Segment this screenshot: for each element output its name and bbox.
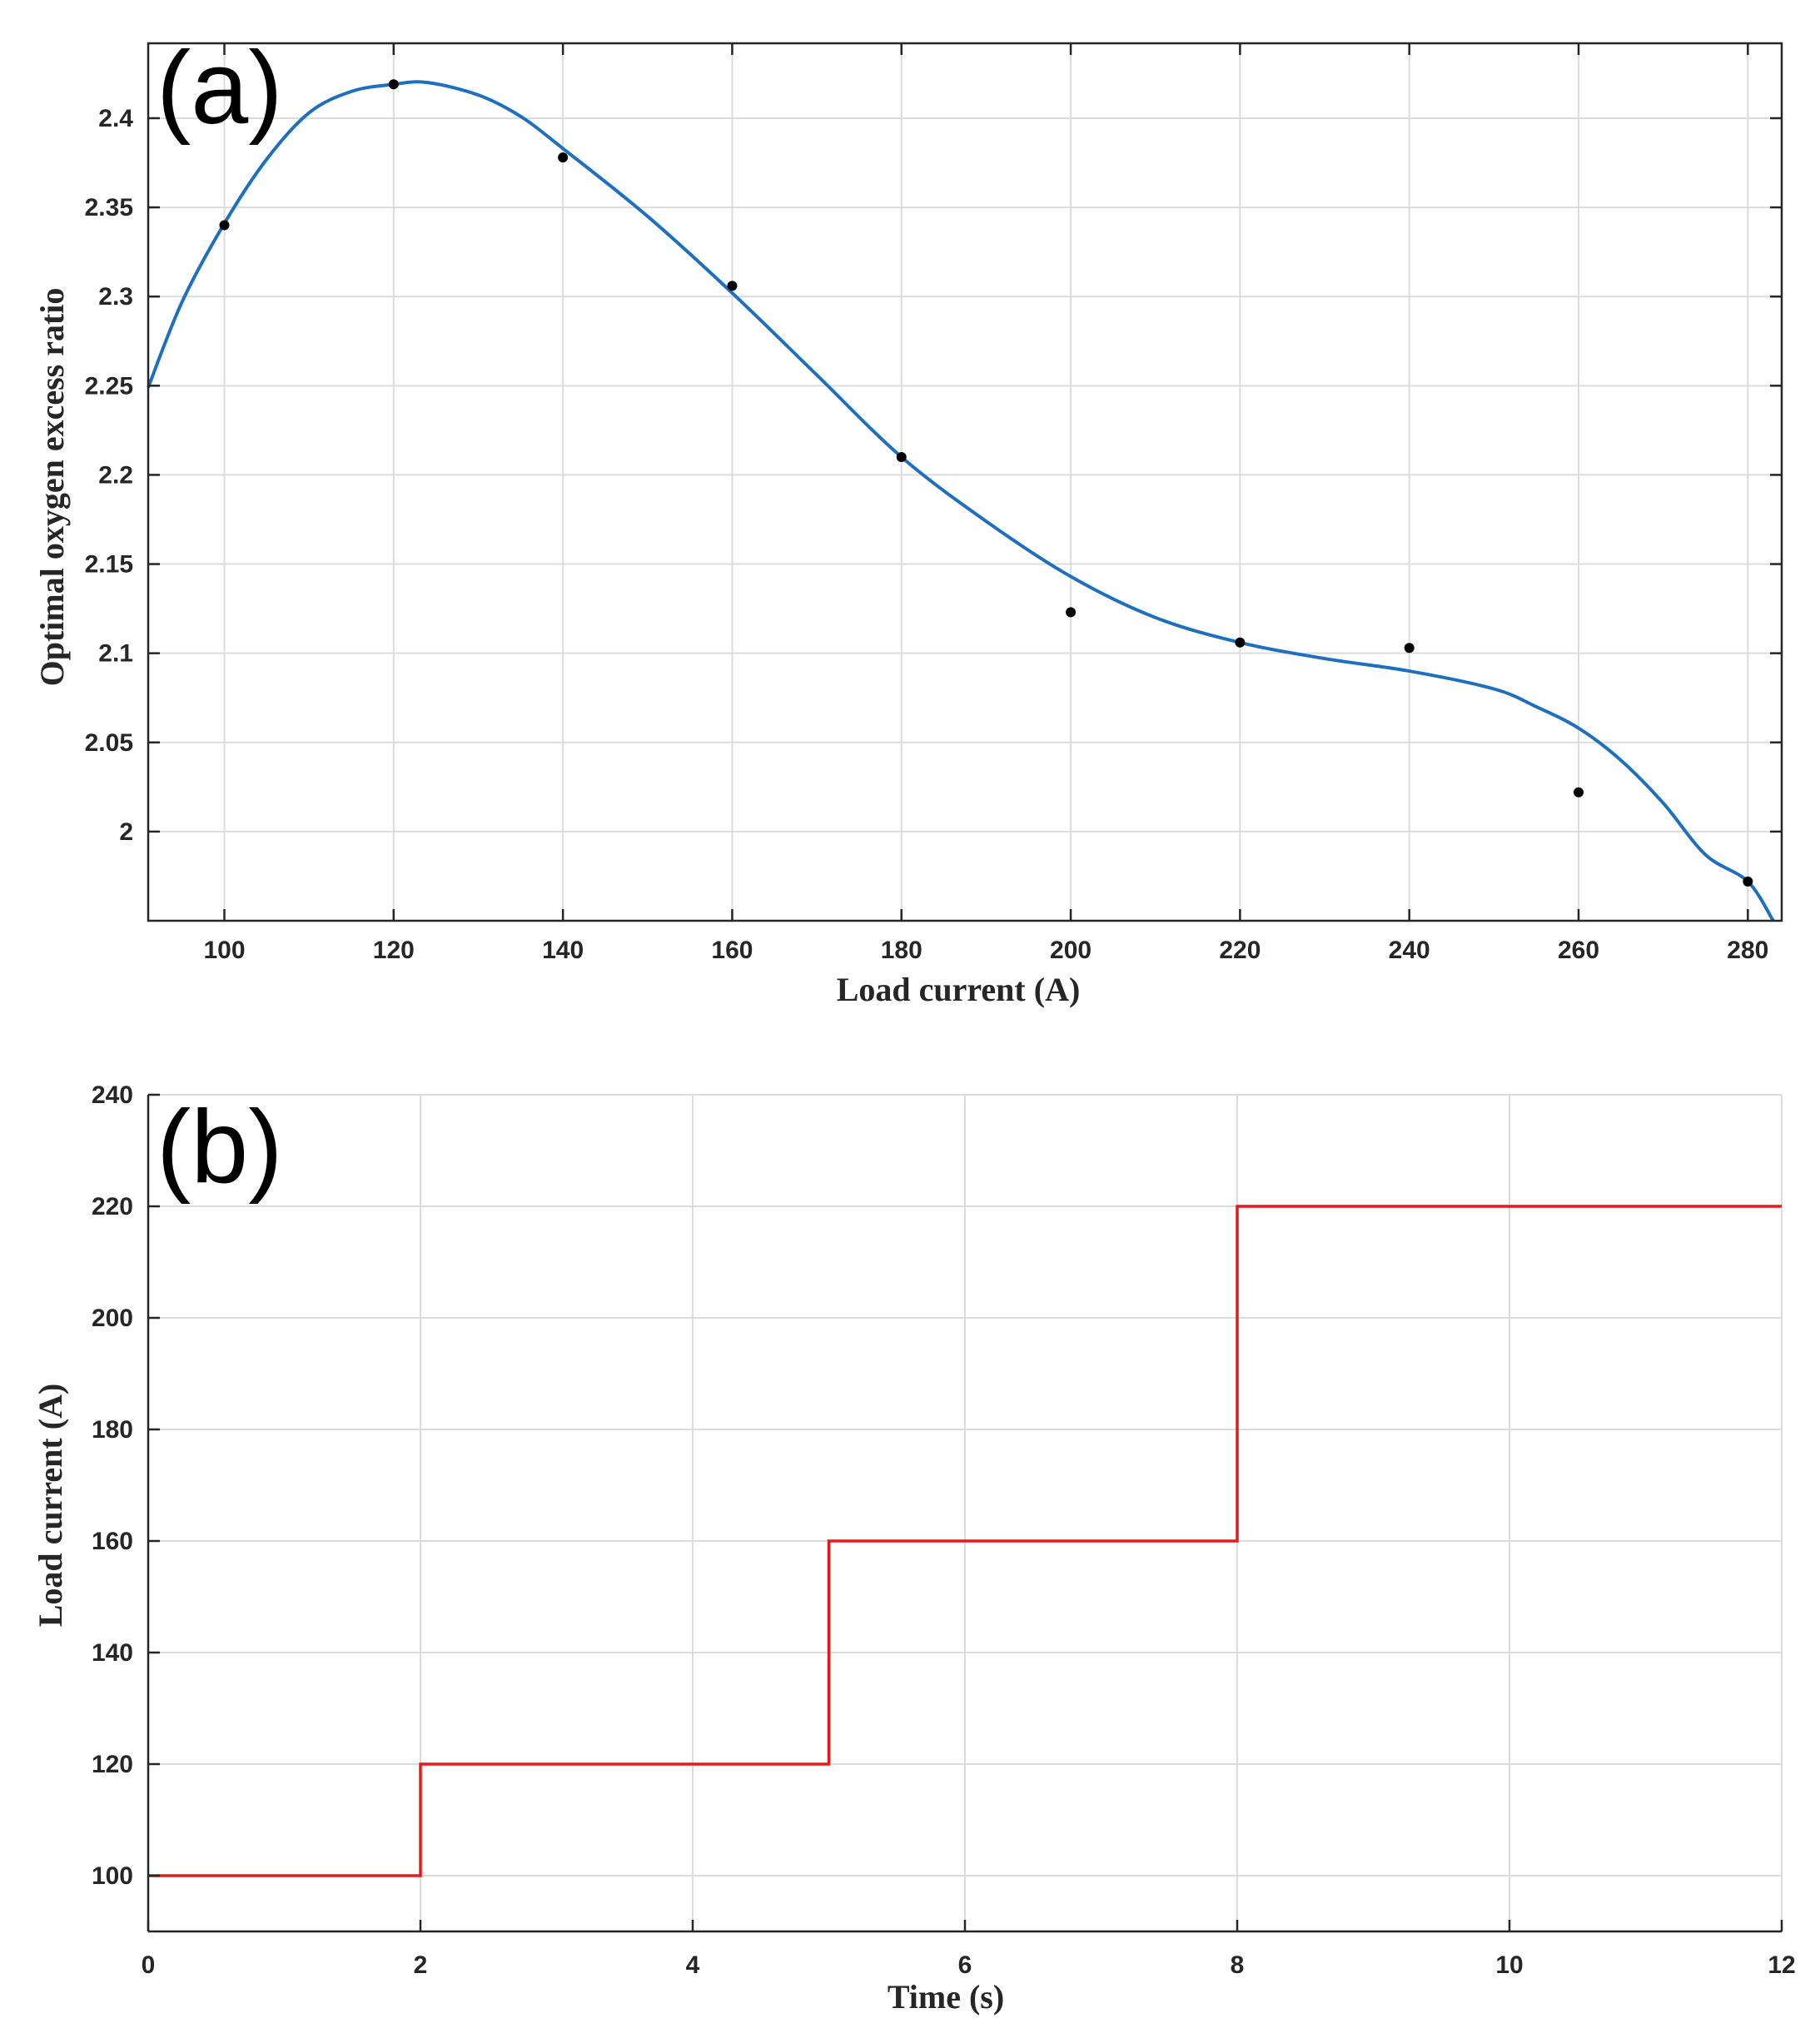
chart-b-y-tick-label: 180 — [92, 1416, 133, 1444]
chart-a-data-points — [219, 79, 1753, 887]
chart-b-x-tick-label: 4 — [686, 1951, 700, 1979]
chart-b-x-tick-label: 12 — [1768, 1951, 1795, 1979]
chart-a-y-tick-label: 2.3 — [98, 283, 133, 311]
chart-b-x-axis-label: Time (s) — [888, 1978, 1004, 2016]
chart-a-frame — [147, 42, 1783, 922]
chart-a-y-tick-label: 2.1 — [98, 640, 133, 668]
chart-a-x-tick-label: 120 — [373, 937, 415, 964]
chart-b-panel-label: (b) — [157, 1090, 283, 1205]
chart-a-x-tick-label: 100 — [203, 937, 245, 964]
chart-a-data-point — [219, 220, 230, 231]
chart-b-y-tick-label: 200 — [92, 1305, 133, 1332]
chart-a-y-axis-label: Optimal oxygen excess ratio — [33, 288, 71, 687]
chart-a-y-tick-label: 2.35 — [85, 194, 133, 221]
chart-b-x-tick-label: 8 — [1231, 1951, 1245, 1979]
chart-a-panel-label: (a) — [157, 31, 283, 146]
chart-b-y-tick-label: 140 — [92, 1639, 133, 1667]
chart-a-data-point — [388, 79, 399, 90]
chart-a-x-tick-label: 180 — [881, 937, 922, 964]
chart-b-grid — [147, 1094, 1783, 1931]
chart-a-x-axis-label: Load current (A) — [837, 971, 1081, 1008]
chart-a-x-tick-label: 220 — [1219, 937, 1261, 964]
chart-a-x-tick-label: 260 — [1558, 937, 1599, 964]
chart-b: 0 2 4 6 8 10 12 100 120 140 160 180 200 220 240 (b) Ti… — [32, 1081, 1796, 2016]
chart-a-data-point — [1235, 637, 1246, 648]
chart-a-y-tick-label: 2.15 — [85, 551, 133, 579]
chart-b-step-line — [148, 1205, 1782, 1877]
chart-a-data-point — [1574, 787, 1584, 798]
chart-a-y-tick-label: 2.4 — [98, 105, 133, 132]
chart-a-ticks: 100 120 140 160 180 200 220 240 260 280 2 2.05 2.1 2.… — [85, 43, 1782, 964]
chart-a-y-tick-label: 2.05 — [85, 729, 133, 757]
chart-a-x-tick-label: 160 — [711, 937, 753, 964]
chart-a-data-point — [1743, 876, 1753, 887]
chart-b-y-tick-label: 160 — [92, 1528, 133, 1555]
chart-b-ticks: 0 2 4 6 8 10 12 100 120 140 160 180 200 220 240 — [92, 1081, 1796, 1979]
chart-b-y-tick-label: 100 — [92, 1862, 133, 1890]
chart-a-y-tick-label: 2.2 — [98, 461, 133, 489]
chart-a-data-point — [1404, 643, 1415, 654]
chart-a-data-point — [1066, 607, 1077, 618]
chart-a-y-tick-label: 2.25 — [85, 372, 133, 400]
chart-a-x-tick-label: 140 — [542, 937, 584, 964]
chart-b-x-tick-label: 2 — [414, 1951, 428, 1979]
chart-a-grid — [148, 43, 1782, 921]
chart-a-data-point — [727, 281, 738, 291]
chart-a-y-tick-label: 2 — [119, 818, 133, 846]
chart-b-y-axis-label: Load current (A) — [32, 1384, 69, 1628]
chart-a-x-tick-label: 280 — [1727, 937, 1768, 964]
chart-a-data-point — [558, 152, 569, 163]
chart-b-y-tick-label: 120 — [92, 1751, 133, 1778]
chart-b-x-tick-label: 0 — [142, 1951, 156, 1979]
chart-b-x-tick-label: 6 — [958, 1951, 972, 1979]
chart-b-y-tick-label: 240 — [92, 1081, 133, 1109]
chart-a-data-point — [896, 452, 907, 463]
chart-b-y-tick-label: 220 — [92, 1193, 133, 1220]
chart-a: 100 120 140 160 180 200 220 240 260 280 2 2.05 2.1 2.… — [33, 31, 1783, 1008]
chart-a-x-tick-label: 200 — [1050, 937, 1092, 964]
chart-b-x-tick-label: 10 — [1495, 1951, 1523, 1979]
chart-a-x-tick-label: 240 — [1389, 937, 1430, 964]
